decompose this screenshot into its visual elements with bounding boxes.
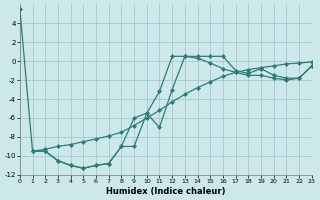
X-axis label: Humidex (Indice chaleur): Humidex (Indice chaleur) — [106, 187, 226, 196]
